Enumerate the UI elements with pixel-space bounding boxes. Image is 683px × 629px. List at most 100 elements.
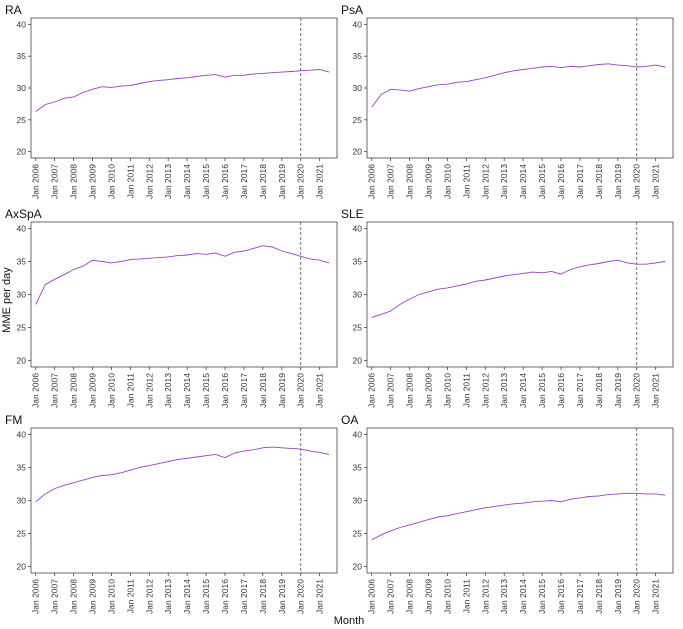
y-tick-label: 40 — [353, 19, 363, 29]
x-tick-label: Jan 2017 — [575, 373, 585, 408]
y-tick-label: 30 — [17, 290, 27, 300]
y-tick-label: 20 — [353, 355, 363, 365]
x-tick-label: Jan 2021 — [651, 373, 661, 408]
x-tick-label: Jan 2009 — [88, 579, 98, 614]
y-tick-label: 30 — [353, 290, 363, 300]
x-tick-label: Jan 2006 — [367, 579, 377, 614]
x-tick-label: Jan 2011 — [125, 373, 135, 408]
x-tick-label: Jan 2006 — [367, 373, 377, 408]
x-tick-label: Jan 2015 — [537, 373, 547, 408]
series-line — [371, 259, 666, 319]
x-tick-label: Jan 2010 — [442, 373, 452, 408]
y-tick-label: 20 — [17, 355, 27, 365]
x-tick-label: Jan 2009 — [88, 164, 98, 199]
x-tick-label: Jan 2020 — [632, 579, 642, 614]
y-tick-label: 20 — [17, 561, 27, 571]
x-tick-label: Jan 2007 — [50, 579, 60, 614]
x-tick-label: Jan 2007 — [386, 164, 396, 199]
x-tick-label: Jan 2013 — [499, 164, 509, 199]
x-tick-label: Jan 2009 — [88, 373, 98, 408]
x-tick-label: Jan 2008 — [69, 373, 79, 408]
x-tick-label: Jan 2015 — [201, 373, 211, 408]
x-tick-label: Jan 2008 — [405, 373, 415, 408]
y-tick-label: 25 — [17, 322, 27, 332]
y-tick-label: 30 — [353, 83, 363, 93]
x-tick-label: Jan 2020 — [296, 373, 306, 408]
x-tick-label: Jan 2020 — [632, 164, 642, 199]
x-tick-label: Jan 2014 — [518, 373, 528, 408]
x-tick-label: Jan 2018 — [258, 373, 268, 408]
series-line — [371, 63, 666, 108]
x-tick-label: Jan 2015 — [537, 579, 547, 614]
panel-title: SLE — [341, 207, 364, 221]
y-tick-label: 40 — [17, 224, 27, 234]
x-tick-label: Jan 2013 — [163, 164, 173, 199]
x-tick-label: Jan 2018 — [594, 373, 604, 408]
x-tick-label: Jan 2009 — [424, 373, 434, 408]
x-tick-label: Jan 2016 — [556, 579, 566, 614]
x-tick-label: Jan 2013 — [499, 579, 509, 614]
x-tick-label: Jan 2008 — [69, 164, 79, 199]
series-line — [35, 245, 330, 305]
panel-title: FM — [5, 413, 22, 427]
y-tick-label: 25 — [353, 322, 363, 332]
series-line — [371, 492, 666, 541]
plot-frame — [30, 427, 338, 574]
y-tick-label: 35 — [353, 463, 363, 473]
x-tick-label: Jan 2006 — [31, 164, 41, 199]
panel-fm: FM 20 25 30 35 40 Jan 2006 Jan 2007 Jan 2008 Jan … — [5, 413, 338, 614]
y-tick-label: 25 — [353, 528, 363, 538]
x-tick-label: Jan 2019 — [613, 579, 623, 614]
x-tick-label: Jan 2012 — [480, 164, 490, 199]
panel-axspa: AxSpA 20 25 30 35 40 Jan 2006 Jan 2007 Jan 2008 J… — [5, 207, 338, 408]
x-tick-label: Jan 2006 — [31, 579, 41, 614]
panel-sle: SLE 20 25 30 35 40 Jan 2006 Jan 2007 Jan 2008 Jan… — [341, 207, 674, 408]
x-tick-label: Jan 2010 — [106, 164, 116, 199]
x-tick-label: Jan 2019 — [277, 579, 287, 614]
x-tick-label: Jan 2014 — [182, 373, 192, 408]
x-tick-label: Jan 2015 — [201, 579, 211, 614]
x-tick-label: Jan 2018 — [594, 579, 604, 614]
y-tick-label: 30 — [353, 496, 363, 506]
y-tick-label: 20 — [353, 147, 363, 157]
x-tick-label: Jan 2020 — [632, 373, 642, 408]
x-tick-label: Jan 2007 — [50, 164, 60, 199]
y-tick-label: 35 — [17, 463, 27, 473]
x-tick-label: Jan 2008 — [405, 164, 415, 199]
x-tick-label: Jan 2019 — [277, 373, 287, 408]
y-tick-label: 30 — [17, 496, 27, 506]
x-tick-label: Jan 2009 — [424, 164, 434, 199]
x-tick-label: Jan 2011 — [125, 164, 135, 199]
y-tick-label: 35 — [353, 257, 363, 267]
x-tick-label: Jan 2021 — [315, 373, 325, 408]
plot-frame — [366, 221, 674, 368]
x-tick-label: Jan 2012 — [144, 164, 154, 199]
x-tick-label: Jan 2011 — [461, 579, 471, 614]
plot-frame — [366, 17, 674, 159]
y-tick-label: 30 — [17, 83, 27, 93]
x-tick-label: Jan 2018 — [258, 164, 268, 199]
x-tick-label: Jan 2007 — [386, 373, 396, 408]
series-line — [35, 69, 330, 112]
x-tick-label: Jan 2017 — [575, 164, 585, 199]
plot-frame — [30, 221, 338, 368]
x-tick-label: Jan 2016 — [220, 373, 230, 408]
panel-oa: OA 20 25 30 35 40 Jan 2006 Jan 2007 Jan 2008 Jan … — [341, 413, 674, 614]
x-tick-label: Jan 2021 — [651, 164, 661, 199]
y-tick-label: 25 — [17, 528, 27, 538]
x-tick-label: Jan 2009 — [424, 579, 434, 614]
y-tick-label: 20 — [17, 147, 27, 157]
x-tick-label: Jan 2013 — [163, 373, 173, 408]
x-tick-label: Jan 2016 — [556, 164, 566, 199]
x-tick-label: Jan 2017 — [239, 373, 249, 408]
panel-psa: PsA 20 25 30 35 40 Jan 2006 Jan 2007 Jan 2008 Jan… — [341, 3, 674, 199]
y-tick-label: 40 — [17, 19, 27, 29]
y-tick-label: 35 — [17, 51, 27, 61]
x-tick-label: Jan 2012 — [144, 373, 154, 408]
x-tick-label: Jan 2018 — [594, 164, 604, 199]
x-tick-label: Jan 2007 — [50, 373, 60, 408]
x-tick-label: Jan 2010 — [442, 579, 452, 614]
x-tick-label: Jan 2017 — [239, 164, 249, 199]
x-tick-label: Jan 2021 — [651, 579, 661, 614]
